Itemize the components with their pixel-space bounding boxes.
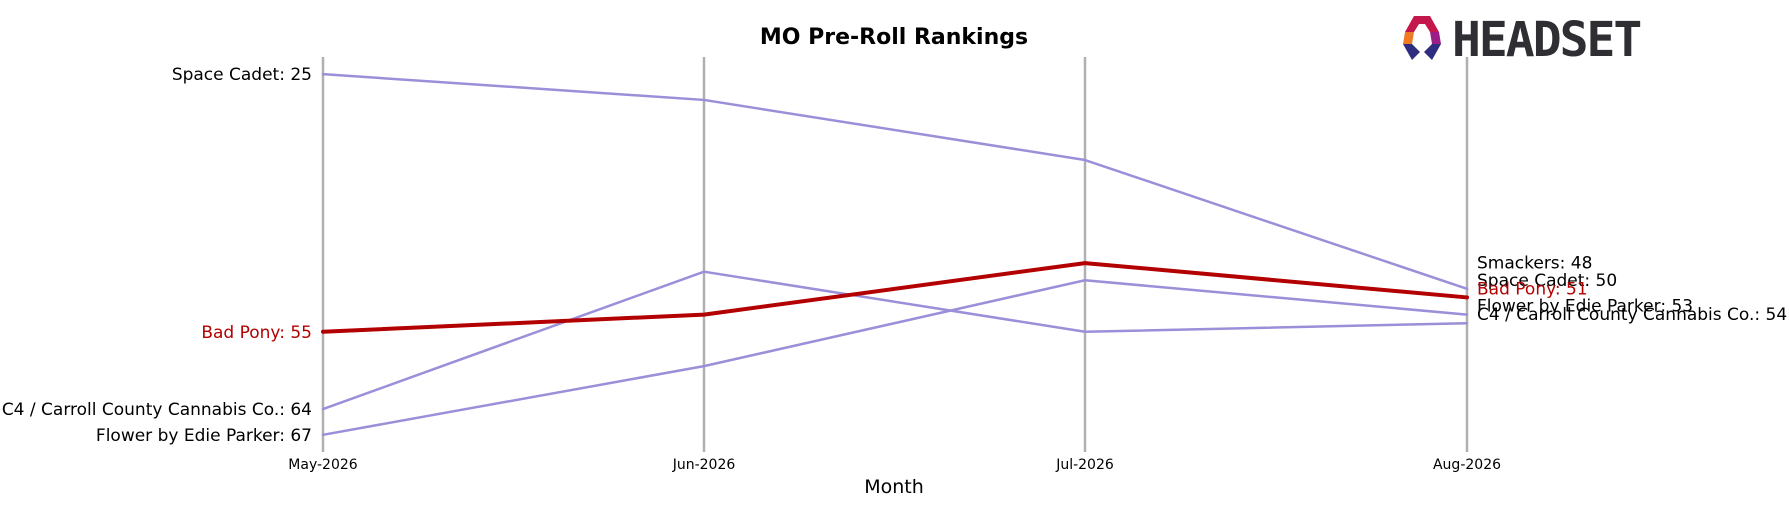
series-line (321, 72, 1469, 291)
headset-logo-text: HEADSET (1452, 12, 1640, 68)
x-tick-label: Aug-2026 (1433, 457, 1501, 473)
series-start-label: C4 / Carroll County Cannabis Co.: 64 (2, 400, 312, 420)
series-end-label: Flower by Edie Parker: 53 (1477, 297, 1693, 317)
headset-logo-icon (1403, 16, 1441, 60)
series-end-label: Bad Pony: 51 (1477, 279, 1588, 299)
series-end-label: Smackers: 48 (1477, 254, 1592, 274)
series-line (321, 270, 1469, 411)
series-line (321, 279, 1469, 437)
series-end-label: C4 / Carroll County Cannabis Co.: 54 (1477, 305, 1787, 325)
x-axis-label: Month (864, 476, 924, 498)
series-start-label: Bad Pony: 55 (201, 323, 312, 343)
x-tick-label: Jul-2026 (1055, 457, 1114, 473)
x-tick-label: Jun-2026 (672, 457, 736, 473)
series-end-label: Space Cadet: 50 (1477, 271, 1617, 291)
series-lines (321, 72, 1469, 437)
headset-logo: HEADSET (1403, 12, 1642, 68)
series-line (321, 261, 1469, 334)
series-labels: Space Cadet: 25 Space Cadet: 50 C4 / Carro… (2, 65, 1787, 446)
series-start-label: Flower by Edie Parker: 67 (96, 426, 312, 446)
x-tick-label: May-2026 (288, 457, 357, 473)
chart-title: MO Pre-Roll Rankings (760, 25, 1028, 50)
x-tick-labels: May-2026 Jun-2026 Jul-2026 Aug-2026 (288, 457, 1501, 473)
grid-lines (321, 57, 1469, 452)
series-start-label: Space Cadet: 25 (172, 65, 312, 85)
